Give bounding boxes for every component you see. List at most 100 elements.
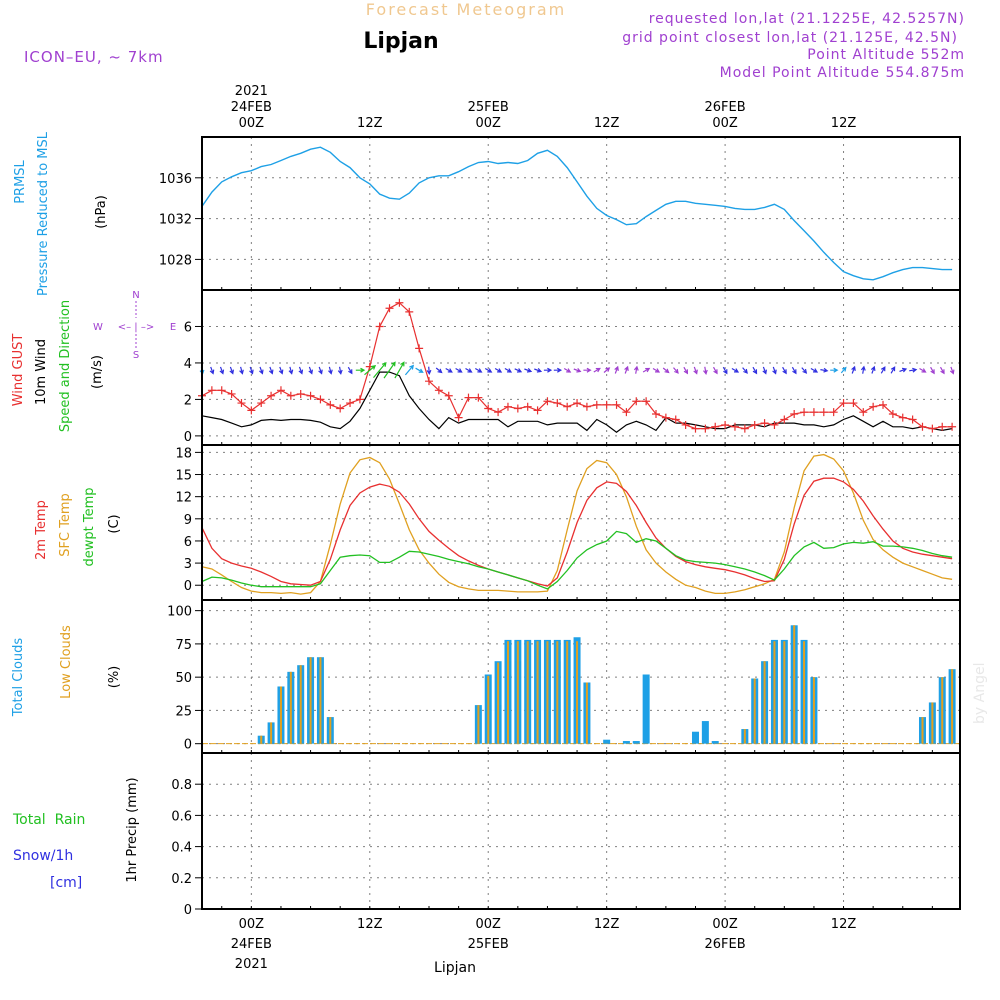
gust-marker — [760, 419, 769, 428]
ytick-label: 1032 — [159, 213, 192, 228]
wind-direction-arrow — [662, 367, 670, 374]
wind-direction-arrow — [455, 367, 463, 373]
gust-marker — [355, 395, 364, 404]
panel-frame — [201, 752, 961, 910]
gust-marker — [316, 395, 325, 404]
gust-marker — [582, 402, 591, 411]
gust-marker — [829, 408, 838, 417]
gust-marker — [721, 420, 730, 429]
top-time-label: 12Z — [357, 116, 383, 131]
compass-arrows: <– | –> — [118, 322, 154, 333]
low-cloud-bar — [941, 677, 944, 744]
low-cloud-bar — [299, 665, 302, 744]
wind-direction-arrow — [930, 366, 935, 375]
wind-direction-arrow — [712, 366, 718, 375]
gust-marker — [296, 389, 305, 398]
top-time-label: 00Z — [712, 116, 738, 131]
gust-marker — [553, 399, 562, 408]
gust-marker — [711, 422, 720, 431]
low-cloud-bar — [753, 678, 756, 744]
wind-direction-arrow — [475, 367, 483, 373]
wind-direction-arrow — [909, 367, 918, 373]
wind-direction-arrow — [752, 366, 758, 375]
wind-speed-line — [201, 371, 953, 433]
gust-marker — [237, 399, 246, 408]
snow-cm-label: [cm] — [50, 875, 82, 891]
model-label: ICON–EU, ~ 7km — [24, 48, 164, 66]
gust-marker — [750, 420, 759, 429]
ytick-label: 100 — [167, 605, 192, 620]
gust-marker — [780, 415, 789, 424]
ytick-label: 4 — [184, 357, 192, 372]
gust-marker — [592, 400, 601, 409]
wind-direction-arrow — [890, 366, 896, 374]
gust-marker — [612, 400, 621, 409]
wind-direction-arrow — [673, 367, 679, 374]
low-cloud-bar — [289, 671, 292, 744]
low-cloud-bar — [506, 641, 509, 744]
low-cloud-bar — [803, 641, 806, 744]
ytick-label: 25 — [175, 704, 192, 719]
gust-marker — [859, 408, 868, 417]
low-cloud-bar — [763, 661, 766, 744]
wind-direction-arrow — [624, 365, 629, 374]
gust-marker — [464, 393, 473, 402]
ytick-label: 18 — [175, 446, 192, 461]
temp-label-2: SFC Temp — [58, 493, 73, 557]
gust-marker — [681, 420, 690, 429]
wind-direction-arrow — [288, 366, 294, 375]
wind-direction-arrow — [484, 367, 493, 373]
bottom-time-label: 12Z — [357, 917, 383, 932]
panel-frame — [201, 599, 961, 754]
low-cloud-bar — [497, 662, 500, 744]
wind-direction-arrow — [652, 367, 661, 373]
gust-marker — [247, 406, 256, 415]
ytick-label: 0.6 — [171, 809, 192, 824]
bottom-time-label: 25FEB — [468, 937, 509, 952]
gust-marker — [770, 420, 779, 429]
wind-direction-arrow — [415, 367, 424, 373]
wind-direction-arrow — [840, 366, 847, 374]
compass-e: E — [170, 322, 176, 333]
low-cloud-bar — [516, 641, 519, 744]
wind-direction-arrow — [633, 365, 639, 374]
gust-marker — [573, 399, 582, 408]
wind-direction-arrow — [703, 366, 708, 375]
gust-marker — [819, 408, 828, 417]
low-cloud-bar — [536, 641, 539, 744]
low-cloud-bar — [921, 717, 924, 744]
compass-w: W — [93, 322, 103, 333]
wind-direction-arrow — [524, 367, 533, 373]
wind-direction-arrow — [364, 364, 377, 376]
wind-direction-arrow — [543, 367, 553, 373]
wind-direction-arrow — [337, 366, 343, 375]
gust-marker — [207, 386, 216, 395]
wind-direction-arrow — [268, 366, 274, 375]
wind-direction-arrow — [404, 364, 415, 376]
wind-direction-arrow — [722, 366, 728, 375]
temp-labels: 2m Temp SFC Temp dewpt Temp (C) — [34, 487, 122, 566]
wind-direction-arrow — [791, 366, 797, 375]
gust-marker — [336, 404, 345, 413]
gust-marker — [454, 413, 463, 422]
ytick-label: 75 — [175, 638, 192, 653]
gust-marker — [405, 307, 414, 316]
wind-direction-arrow — [683, 366, 689, 375]
gust-marker — [809, 408, 818, 417]
total-cloud-bar — [691, 731, 699, 744]
gust-marker — [661, 413, 670, 422]
gust-marker — [730, 422, 739, 431]
low-cloud-bar — [566, 641, 569, 744]
wind-direction-arrow — [229, 366, 234, 375]
wind-direction-arrow — [278, 366, 284, 375]
wind-direction-arrow — [318, 366, 323, 375]
pressure-label-1: PRMSL — [13, 159, 28, 203]
wind-direction-arrow — [308, 366, 313, 375]
point-altitude: Point Altitude 552m — [807, 47, 965, 63]
gust-marker — [602, 400, 611, 409]
low-cloud-bar — [279, 686, 282, 744]
bottom-time-label: 2021 — [235, 957, 268, 972]
temp-label-1: 2m Temp — [34, 500, 49, 560]
gust-marker — [632, 397, 641, 406]
